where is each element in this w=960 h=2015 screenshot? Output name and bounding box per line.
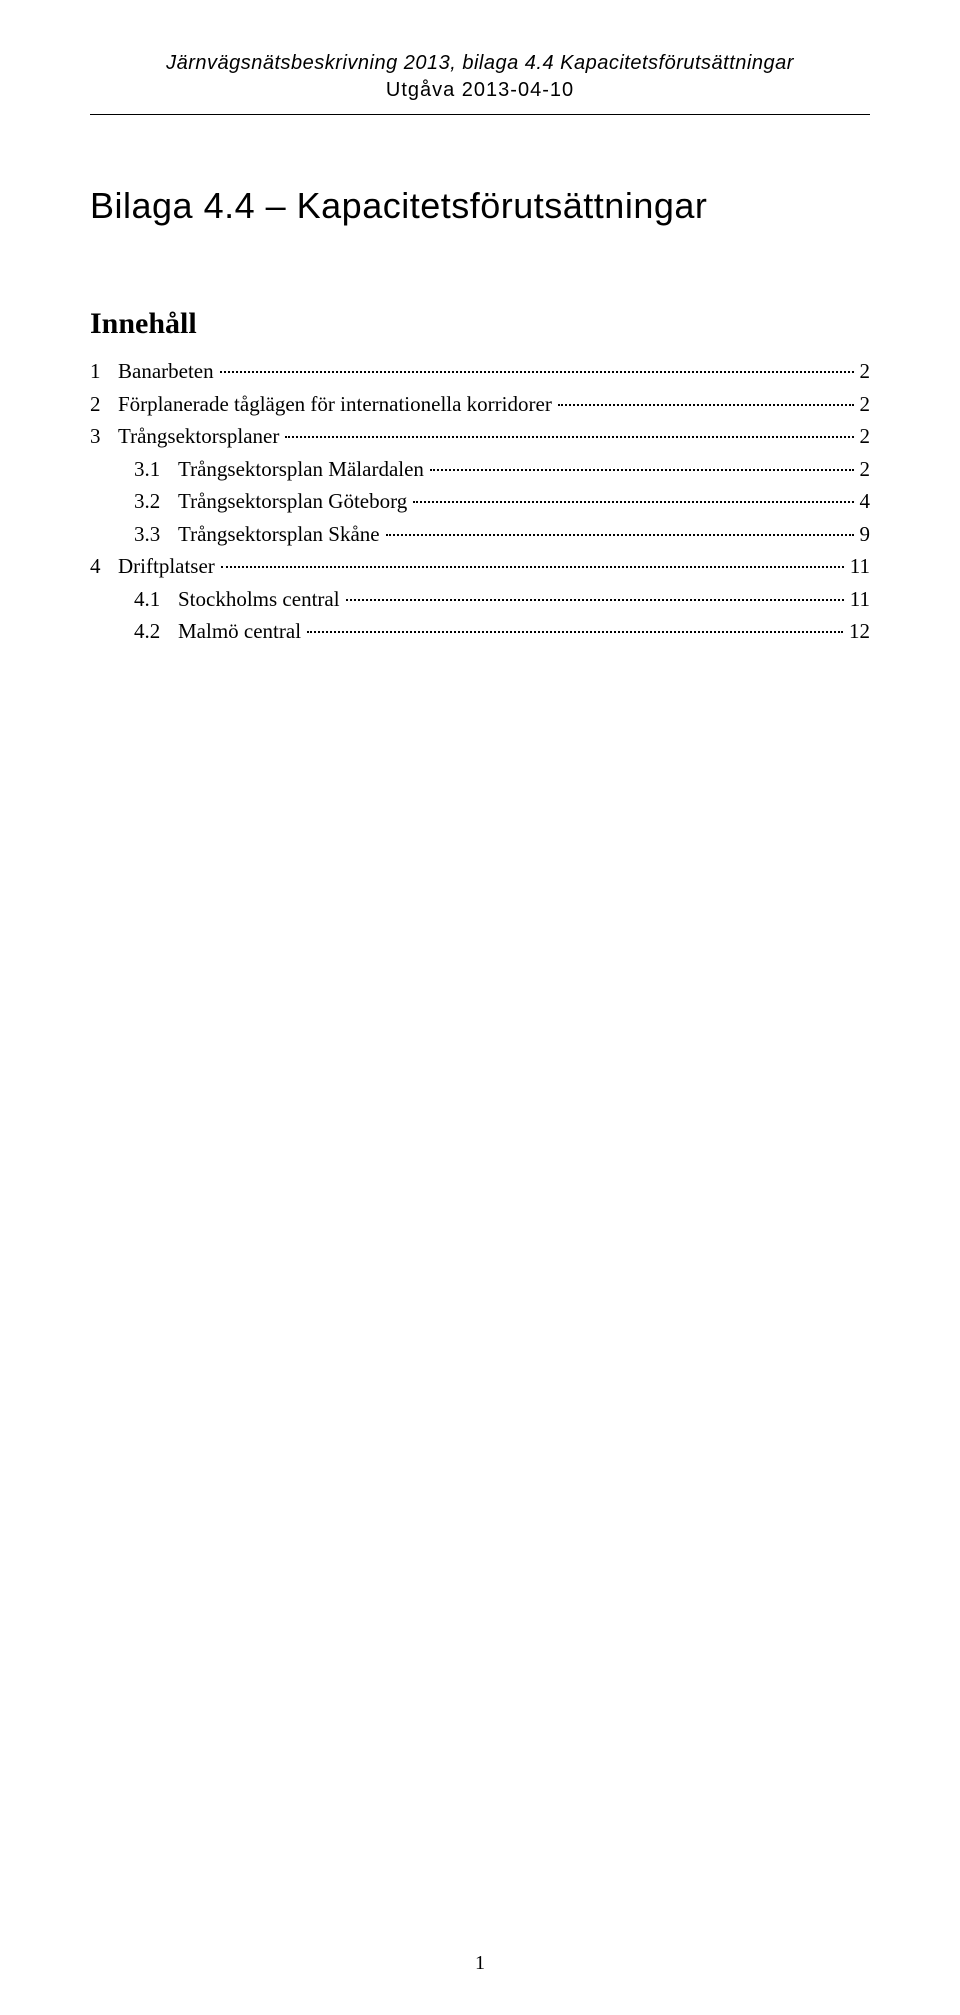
- page-header: Järnvägsnätsbeskrivning 2013, bilaga 4.4…: [90, 50, 870, 104]
- toc-entry: 3.3 Trångsektorsplan Skåne 9: [90, 518, 870, 551]
- table-of-contents: 1 Banarbeten 2 2 Förplanerade tåglägen f…: [90, 355, 870, 648]
- toc-entry: 3 Trångsektorsplaner 2: [90, 420, 870, 453]
- toc-entry-label: Trångsektorsplaner: [118, 420, 283, 453]
- toc-leader-dots: [285, 436, 853, 438]
- toc-leader-dots: [220, 371, 854, 373]
- toc-entry-label: Stockholms central: [178, 583, 344, 616]
- toc-entry-page: 2: [856, 355, 871, 388]
- toc-entry-label: Förplanerade tåglägen för internationell…: [118, 388, 556, 421]
- toc-entry-label: Banarbeten: [118, 355, 218, 388]
- header-rule: [90, 114, 870, 115]
- toc-leader-dots: [430, 469, 854, 471]
- toc-leader-dots: [386, 534, 854, 536]
- toc-leader-dots: [221, 566, 844, 568]
- page-number: 1: [0, 1952, 960, 1975]
- toc-entry-page: 11: [846, 550, 870, 583]
- toc-entry-number: 4.2: [134, 615, 178, 648]
- toc-entry-label: Trångsektorsplan Göteborg: [178, 485, 411, 518]
- toc-leader-dots: [346, 599, 844, 601]
- toc-entry-number: 3: [90, 420, 118, 453]
- toc-entry-label: Driftplatser: [118, 550, 219, 583]
- toc-heading: Innehåll: [90, 307, 870, 341]
- toc-entry-page: 9: [856, 518, 871, 551]
- toc-entry-label: Malmö central: [178, 615, 305, 648]
- toc-entry-number: 3.2: [134, 485, 178, 518]
- toc-entry-page: 2: [856, 420, 871, 453]
- toc-entry-page: 2: [856, 388, 871, 421]
- toc-entry-number: 3.3: [134, 518, 178, 551]
- toc-entry: 4.2 Malmö central 12: [90, 615, 870, 648]
- toc-entry-page: 11: [846, 583, 870, 616]
- toc-entry: 2 Förplanerade tåglägen för internatione…: [90, 388, 870, 421]
- header-line-1: Järnvägsnätsbeskrivning 2013, bilaga 4.4…: [90, 50, 870, 77]
- toc-leader-dots: [307, 631, 843, 633]
- toc-entry: 3.2 Trångsektorsplan Göteborg 4: [90, 485, 870, 518]
- toc-entry-label: Trångsektorsplan Skåne: [178, 518, 384, 551]
- toc-entry: 3.1 Trångsektorsplan Mälardalen 2: [90, 453, 870, 486]
- toc-entry-number: 4.1: [134, 583, 178, 616]
- toc-entry: 4 Driftplatser 11: [90, 550, 870, 583]
- header-line-2: Utgåva 2013-04-10: [90, 77, 870, 104]
- toc-entry-number: 1: [90, 355, 118, 388]
- toc-entry: 1 Banarbeten 2: [90, 355, 870, 388]
- toc-entry-label: Trångsektorsplan Mälardalen: [178, 453, 428, 486]
- toc-leader-dots: [413, 501, 853, 503]
- toc-entry-number: 2: [90, 388, 118, 421]
- toc-entry-page: 4: [856, 485, 871, 518]
- document-title: Bilaga 4.4 – Kapacitetsförutsättningar: [90, 185, 870, 227]
- toc-entry-number: 4: [90, 550, 118, 583]
- toc-entry: 4.1 Stockholms central 11: [90, 583, 870, 616]
- toc-leader-dots: [558, 404, 854, 406]
- toc-entry-number: 3.1: [134, 453, 178, 486]
- toc-entry-page: 2: [856, 453, 871, 486]
- document-page: Järnvägsnätsbeskrivning 2013, bilaga 4.4…: [0, 0, 960, 2015]
- toc-entry-page: 12: [845, 615, 870, 648]
